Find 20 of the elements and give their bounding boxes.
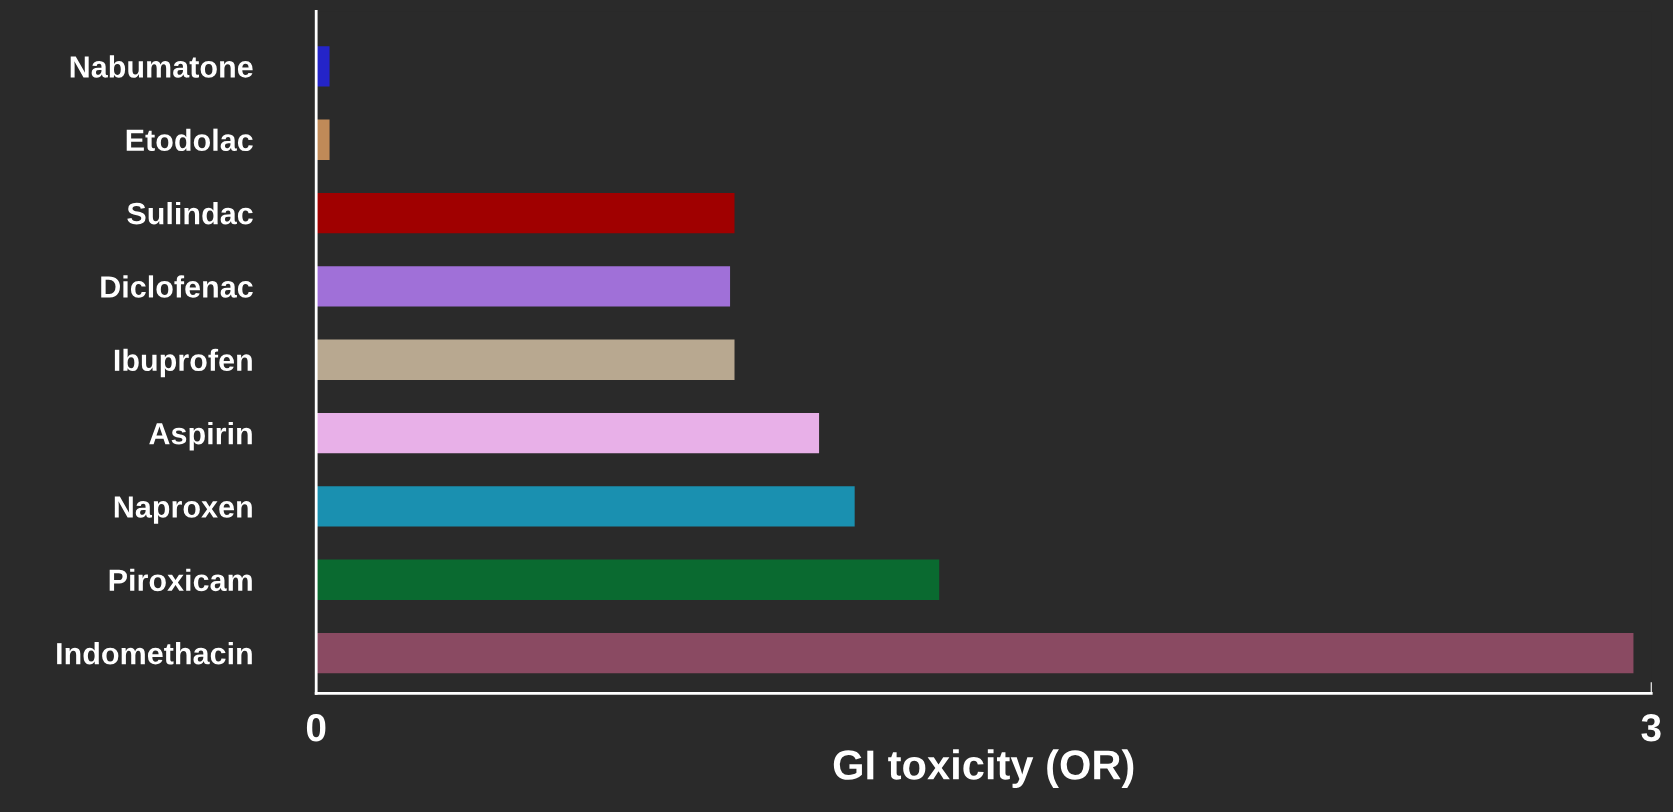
y-tick-label: Naproxen: [114, 496, 252, 524]
y-tick-label: Diclofenac: [101, 275, 253, 298]
bar: [316, 559, 940, 600]
bar: [316, 632, 1634, 674]
y-tick-label: Indomethacin: [57, 642, 252, 665]
x-axis-title: GI toxicity (OR): [833, 749, 1134, 788]
y-tick-label: Nabumatone: [70, 55, 253, 78]
bar: [316, 46, 330, 87]
y-tick-label: Ibuprofen: [114, 348, 252, 378]
y-tick-label: Sulindac: [127, 201, 253, 225]
bar: [316, 412, 820, 454]
y-tick-label: Piroxicam: [109, 568, 252, 592]
bar: [316, 266, 731, 307]
x-tick-label: 0: [306, 713, 326, 742]
bar: [316, 339, 735, 380]
y-tick-label: Aspirin: [149, 422, 252, 451]
bar: [316, 192, 735, 234]
bar: [316, 486, 855, 527]
x-tick-label: 3: [1641, 713, 1661, 742]
y-tick-label: Etodolac: [126, 128, 253, 152]
